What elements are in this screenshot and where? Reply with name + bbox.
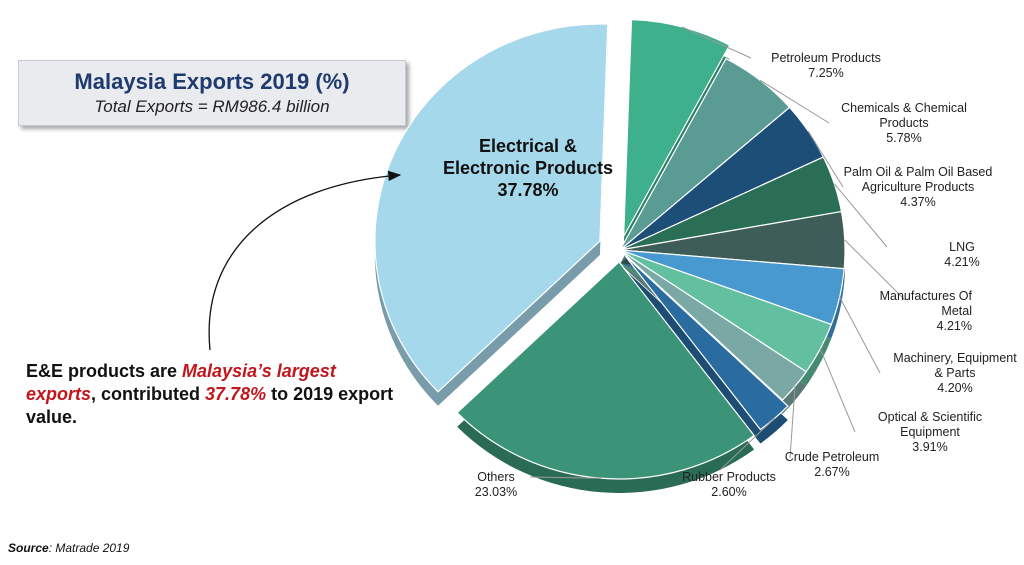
- callout-arrow: [209, 175, 400, 350]
- label-others: Others 23.03%: [475, 470, 517, 499]
- label-lng: LNG 4.21%: [944, 240, 979, 269]
- label-chemicals-and-chemical-products: Chemicals & Chemical Products 5.78%: [841, 101, 967, 145]
- label-petroleum-products: Petroleum Products 7.25%: [771, 51, 881, 80]
- label-crude-petroleum: Crude Petroleum 2.67%: [785, 450, 880, 479]
- leader-machinery-equipment-and-parts: [840, 297, 880, 373]
- pie-slices: [375, 20, 845, 479]
- label-machinery-equipment-and-parts: Machinery, Equipment & Parts 4.20%: [893, 351, 1017, 395]
- label-optical-and-scientific-equipment: Optical & Scientific Equipment 3.91%: [878, 410, 982, 454]
- label-manufactures-of-metal: Manufactures Of Metal 4.21%: [880, 289, 973, 333]
- label-rubber-products: Rubber Products 2.60%: [682, 470, 776, 499]
- leader-optical-and-scientific-equipment: [820, 349, 855, 432]
- label-palm-oil-and-palm-oil-based-agriculture-products: Palm Oil & Palm Oil Based Agriculture Pro…: [844, 165, 993, 209]
